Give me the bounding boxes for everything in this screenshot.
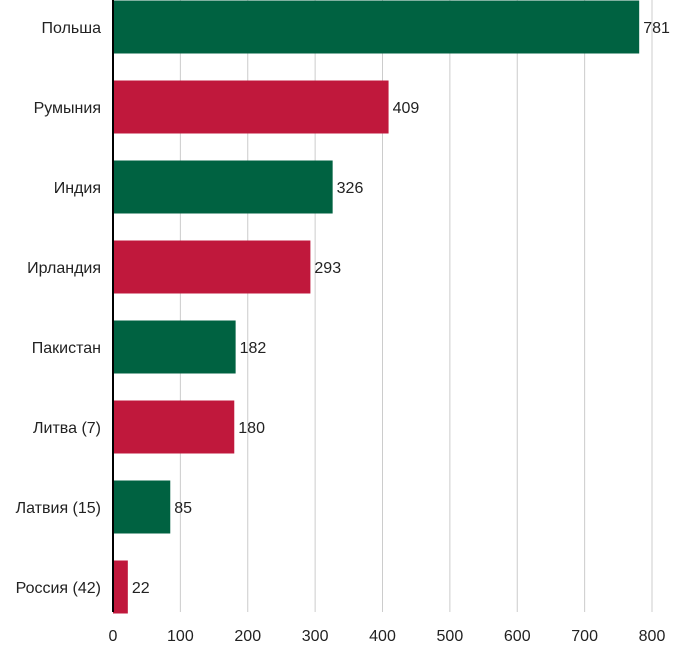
bar-2 bbox=[113, 80, 389, 134]
data-label-4: 293 bbox=[314, 260, 341, 277]
category-label-1: Польша bbox=[42, 20, 102, 37]
category-label-8: Россия (42) bbox=[16, 580, 101, 597]
category-label-3: Индия bbox=[54, 180, 101, 197]
bar-1 bbox=[113, 0, 640, 54]
x-tick-label-0: 0 bbox=[109, 628, 118, 645]
bar-5 bbox=[113, 320, 236, 374]
category-label-7: Латвия (15) bbox=[16, 500, 101, 517]
bar-8 bbox=[113, 560, 128, 614]
x-tick-labels: 0 100 200 300 400 500 600 700 800 bbox=[109, 628, 666, 645]
data-label-6: 180 bbox=[238, 420, 265, 437]
category-label-6: Литва (7) bbox=[33, 420, 101, 437]
x-tick-label-200: 200 bbox=[234, 628, 261, 645]
x-tick-label-700: 700 bbox=[571, 628, 598, 645]
data-labels: 781 409 326 293 182 180 85 22 bbox=[132, 20, 670, 597]
x-tick-label-600: 600 bbox=[504, 628, 531, 645]
x-tick-label-400: 400 bbox=[369, 628, 396, 645]
data-label-2: 409 bbox=[393, 100, 420, 117]
category-labels: Польша Румыния Индия Ирландия Пакистан Литва … bbox=[16, 20, 101, 597]
data-label-1: 781 bbox=[643, 20, 670, 37]
x-tick-label-500: 500 bbox=[437, 628, 464, 645]
bar-3 bbox=[113, 160, 333, 214]
bar-7 bbox=[113, 480, 171, 534]
bars bbox=[113, 0, 640, 614]
data-label-3: 326 bbox=[337, 180, 364, 197]
x-tick-label-300: 300 bbox=[302, 628, 329, 645]
category-label-4: Ирландия bbox=[27, 260, 101, 277]
bar-4 bbox=[113, 240, 311, 294]
x-tick-label-800: 800 bbox=[639, 628, 666, 645]
data-label-8: 22 bbox=[132, 580, 150, 597]
category-label-2: Румыния bbox=[34, 100, 101, 117]
data-label-7: 85 bbox=[174, 500, 192, 517]
data-label-5: 182 bbox=[240, 340, 267, 357]
x-tick-label-100: 100 bbox=[167, 628, 194, 645]
category-label-5: Пакистан bbox=[32, 340, 101, 357]
bar-6 bbox=[113, 400, 235, 454]
